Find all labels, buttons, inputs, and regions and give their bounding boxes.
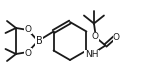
Text: NH: NH: [85, 50, 98, 59]
Text: O: O: [92, 32, 98, 41]
Text: O: O: [24, 24, 31, 34]
Text: O: O: [24, 48, 31, 58]
Text: B: B: [36, 36, 42, 46]
Text: O: O: [113, 33, 120, 42]
